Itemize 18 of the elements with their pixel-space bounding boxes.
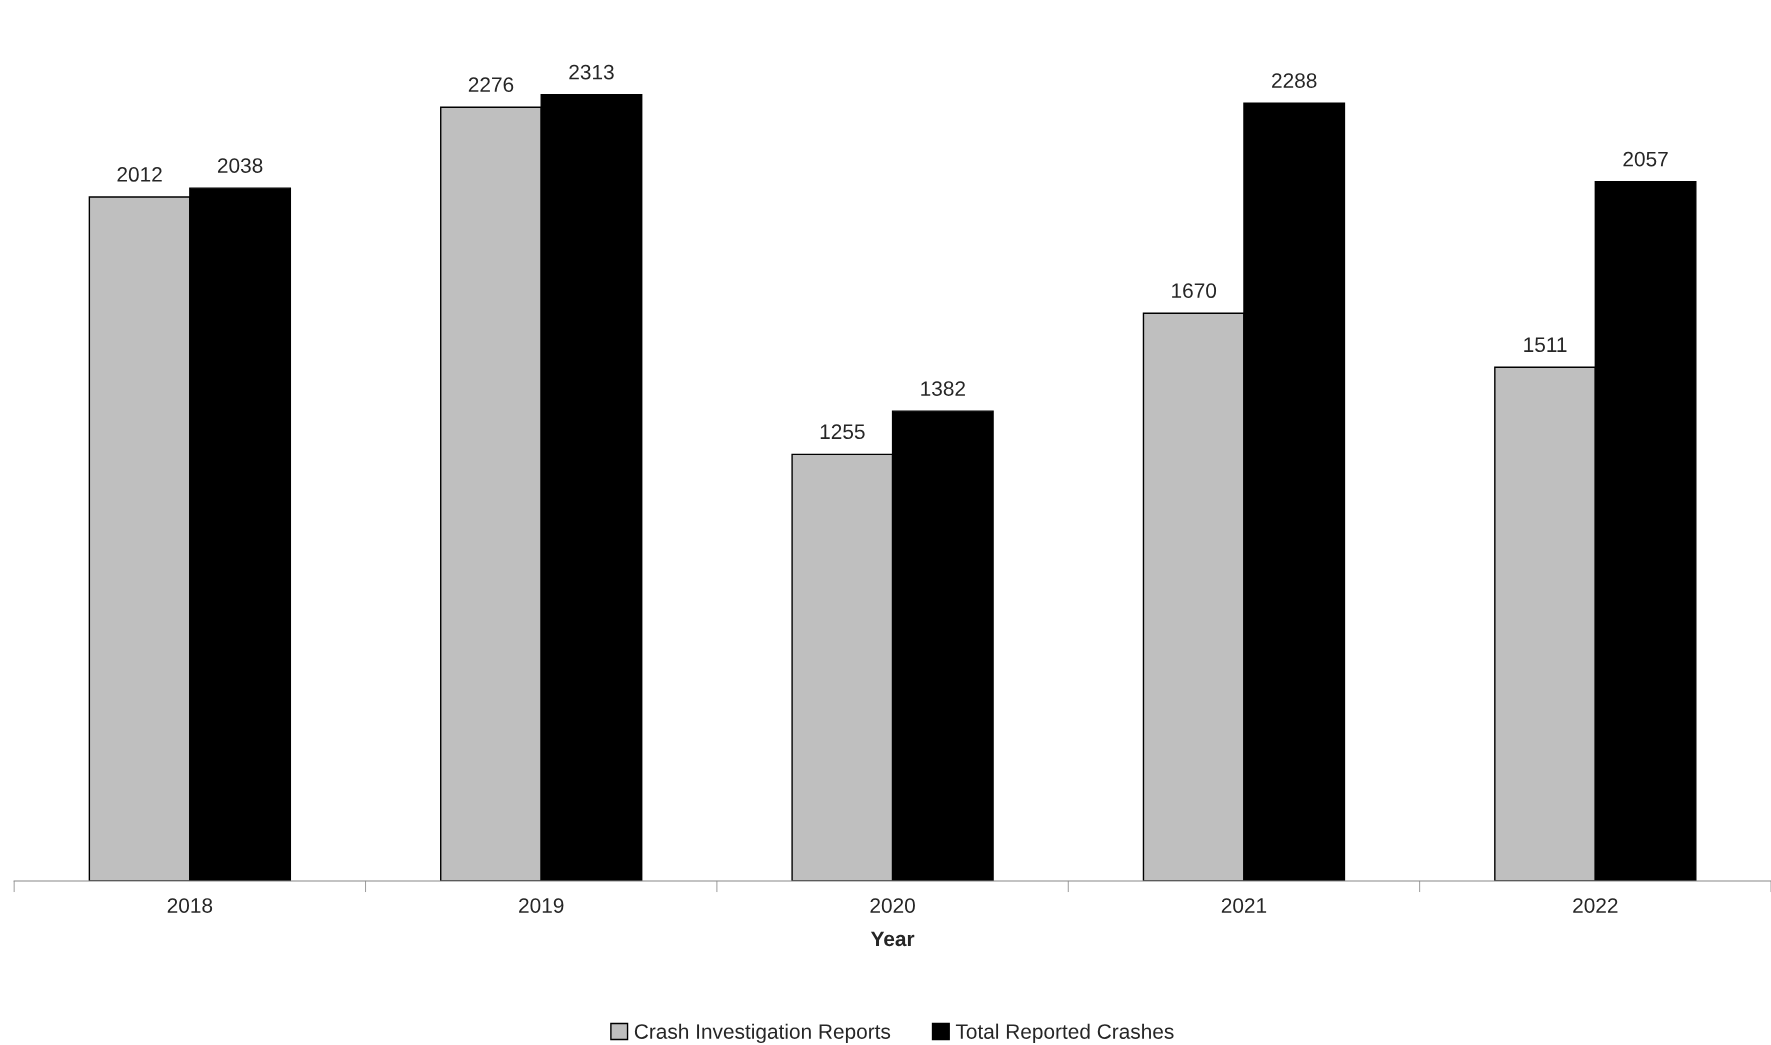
- data-label: 1511: [1524, 337, 1567, 353]
- data-label: 2276: [468, 77, 514, 93]
- data-label: 1670: [1172, 283, 1217, 299]
- data-label: 2313: [569, 64, 614, 80]
- x-tick-label: 2021: [1221, 898, 1267, 913]
- data-label: 2057: [1623, 151, 1668, 167]
- x-tick-label: 2020: [870, 898, 915, 913]
- data-label: 2012: [117, 167, 162, 182]
- data-label: 2038: [217, 158, 263, 173]
- data-label: 1382: [921, 381, 965, 396]
- data-label: 1255: [820, 424, 865, 440]
- legend-label: Total Reported Crashes: [955, 1023, 1174, 1044]
- x-tick-label: 2019: [519, 898, 564, 913]
- x-tick-label: 2018: [167, 898, 213, 913]
- legend-label: Crash Investigation Reports: [634, 1023, 891, 1044]
- data-label: 2288: [1272, 73, 1317, 88]
- x-axis-title: Year: [870, 931, 915, 947]
- x-tick-label: 2022: [1573, 898, 1618, 913]
